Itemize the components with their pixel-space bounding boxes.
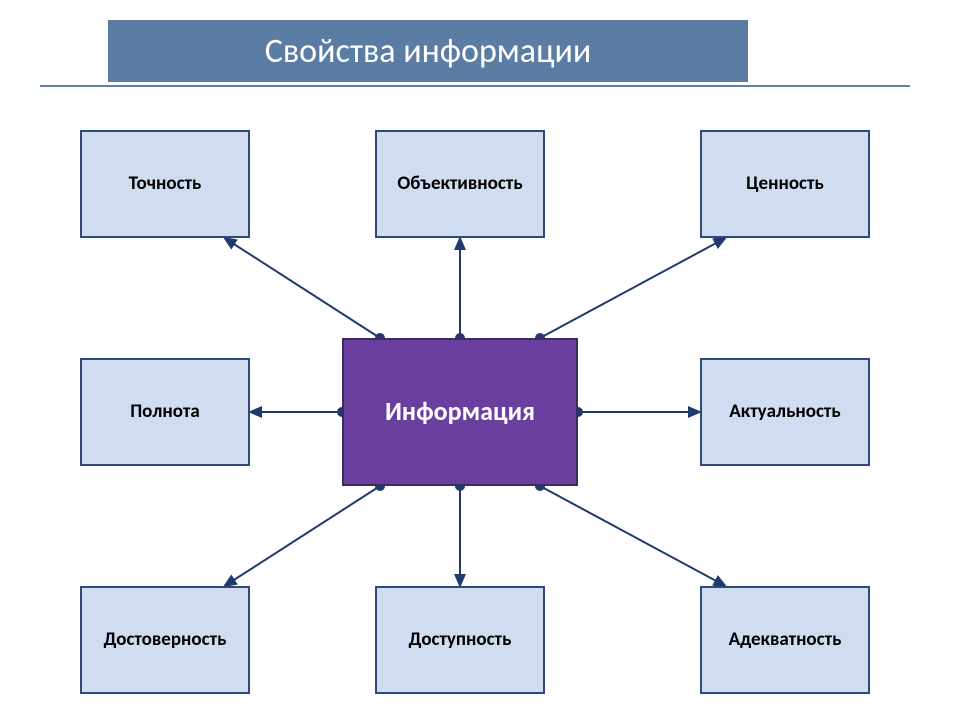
node-label: Актуальность (729, 401, 840, 423)
connector-adequacy (540, 486, 726, 586)
title-bar: Свойства информации (108, 20, 748, 82)
node-label: Достоверность (104, 629, 227, 651)
node-label: Объективность (397, 173, 522, 195)
center-node: Информация (342, 338, 578, 486)
center-label: Информация (385, 397, 535, 427)
node-completeness: Полнота (80, 358, 250, 466)
node-value: Ценность (700, 130, 870, 238)
node-adequacy: Адекватность (700, 586, 870, 694)
node-actuality: Актуальность (700, 358, 870, 466)
node-label: Адекватность (729, 629, 842, 651)
connector-reliability (225, 486, 381, 586)
node-reliability: Достоверность (80, 586, 250, 694)
node-accuracy: Точность (80, 130, 250, 238)
connector-accuracy (225, 238, 381, 338)
node-availability: Доступность (375, 586, 545, 694)
connector-value (540, 238, 726, 338)
node-objectivity: Объективность (375, 130, 545, 238)
node-label: Ценность (746, 173, 824, 195)
node-label: Точность (129, 173, 202, 195)
node-label: Полнота (130, 401, 200, 423)
node-label: Доступность (409, 629, 512, 651)
title-text: Свойства информации (265, 31, 592, 72)
